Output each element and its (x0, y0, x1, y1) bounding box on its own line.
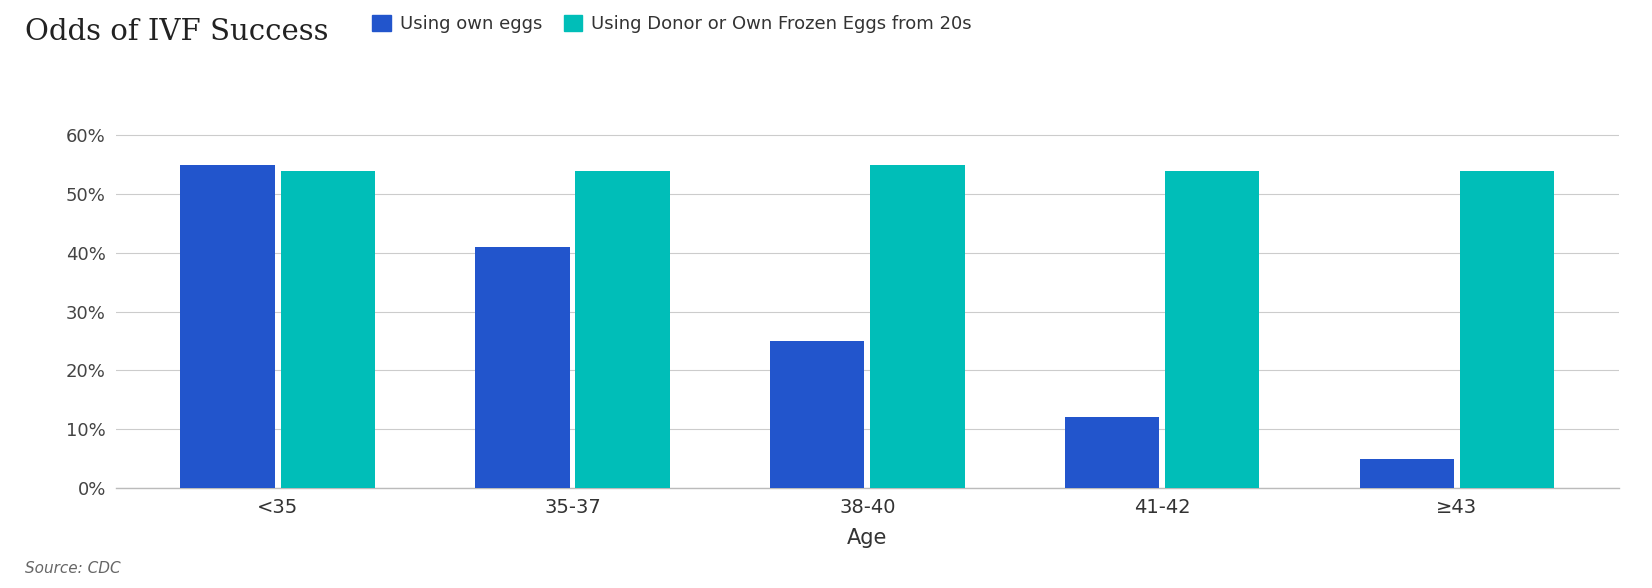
Bar (1165, 171, 1259, 488)
Bar (180, 165, 274, 488)
Bar (1460, 171, 1555, 488)
Bar (476, 247, 570, 488)
Bar (770, 341, 864, 488)
Legend: Using own eggs, Using Donor or Own Frozen Eggs from 20s: Using own eggs, Using Donor or Own Froze… (372, 15, 971, 33)
Bar (575, 171, 669, 488)
Text: Source: CDC: Source: CDC (25, 561, 121, 576)
Bar (871, 165, 965, 488)
Bar (281, 171, 375, 488)
X-axis label: Age: Age (847, 528, 887, 548)
Bar (1360, 459, 1454, 488)
Bar (1066, 417, 1160, 488)
Text: Odds of IVF Success: Odds of IVF Success (25, 18, 329, 46)
